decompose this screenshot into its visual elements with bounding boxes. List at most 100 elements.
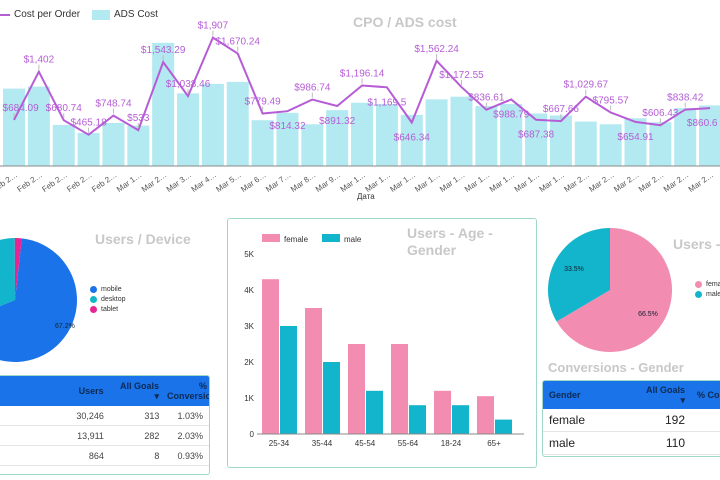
cpo-data-label: $838.42 xyxy=(667,93,704,104)
x-tick-label: Mar 3… xyxy=(165,170,193,194)
pie-percent-label: 67.2% xyxy=(55,323,75,330)
device-pie: 67.2% xyxy=(0,238,77,362)
bar-female xyxy=(348,344,365,434)
col-all-goals[interactable]: All Goals ▾ xyxy=(119,380,159,401)
ads-cost-bar xyxy=(500,104,523,166)
ads-cost-bar xyxy=(599,124,622,166)
y-tick-label: 0 xyxy=(250,430,255,439)
cell-goals: 313 xyxy=(144,410,160,421)
pie-slice-mobile xyxy=(0,238,77,362)
cpo-data-label: $1,543.29 xyxy=(141,45,186,56)
x-tick-label: Mar 1… xyxy=(413,170,441,194)
x-tick-label: Mar 2… xyxy=(587,170,615,194)
gender-title: Users - xyxy=(673,236,720,252)
legend-label: fema xyxy=(706,281,720,288)
table-row[interactable]: male 110 xyxy=(543,432,720,455)
ads-cost-bar xyxy=(27,86,50,166)
legend-dot xyxy=(695,281,702,288)
cell-conv: 1.03% xyxy=(177,410,203,421)
ads-cost-bar xyxy=(177,93,200,166)
x-tick-label: 18-24 xyxy=(441,439,462,448)
x-tick-label: Mar 2… xyxy=(637,170,665,194)
cpo-data-label: $795.57 xyxy=(593,95,630,106)
x-tick-label: Mar 5… xyxy=(214,170,242,194)
cpo-data-label: $684.09 xyxy=(3,103,40,114)
cell-users: 30,246 xyxy=(76,410,104,421)
conversions-gender-title: Conversions - Gender xyxy=(548,360,684,375)
x-tick-label: Mar 8… xyxy=(289,170,317,194)
ads-cost-bar xyxy=(699,105,720,166)
ads-cost-bar xyxy=(52,124,75,166)
ads-cost-bar xyxy=(77,133,100,166)
legend-label: male xyxy=(344,235,362,244)
ads-cost-bar xyxy=(425,99,448,166)
x-tick-label: Feb 2… xyxy=(90,170,118,194)
col-conversions[interactable]: % Co xyxy=(697,390,720,400)
cpo-data-label: $1,196.14 xyxy=(340,68,385,79)
cpo-data-label: $988.79 xyxy=(493,109,530,120)
chart-title: CPO / ADS cost xyxy=(353,14,457,30)
pie-percent-label: 66.5% xyxy=(638,311,658,318)
cpo-data-label: $1,169.5 xyxy=(367,97,406,108)
legend-item: tablet xyxy=(90,306,126,313)
cell-gender: male xyxy=(549,436,576,450)
x-tick-label: Mar 4… xyxy=(190,170,218,194)
table-row[interactable]: female 192 xyxy=(543,409,720,432)
x-tick-label: Mar 1… xyxy=(538,170,566,194)
device-title: Users / Device xyxy=(95,231,191,247)
bar-male xyxy=(495,419,512,434)
ads-cost-bar xyxy=(375,104,398,166)
col-conversions[interactable]: % Conversions xyxy=(167,381,209,401)
cpo-data-label: $1,907 xyxy=(198,21,229,32)
ads-cost-bar xyxy=(450,96,473,166)
legend-item: mobile xyxy=(90,286,126,293)
bar-female xyxy=(305,308,322,434)
table-row[interactable]: 13,911 282 2.03% xyxy=(0,426,209,446)
y-tick-label: 4K xyxy=(244,286,254,295)
x-tick-label: Mar 2… xyxy=(140,170,168,194)
bar-swatch xyxy=(92,9,110,20)
y-tick-label: 3K xyxy=(244,322,254,331)
ads-cost-bar xyxy=(574,121,597,166)
cell-users: 13,911 xyxy=(77,430,104,441)
cpo-data-label: $606.43 xyxy=(642,108,679,119)
cpo-data-label: $667.66 xyxy=(543,104,580,115)
ads-cost-bar xyxy=(549,115,572,166)
legend-dot xyxy=(695,291,702,298)
pie-slice-male xyxy=(548,228,610,322)
cpo-data-label: $814.32 xyxy=(269,121,306,132)
pie-percent-label: 33.5% xyxy=(564,266,584,273)
bar-male xyxy=(280,326,297,434)
ads-cost-bar xyxy=(102,122,125,166)
legend-label: Cost per Order xyxy=(14,9,81,20)
col-users[interactable]: Users xyxy=(78,386,104,396)
gender-table: Gender All Goals ▾ % Co female 192 male 110 xyxy=(542,380,720,457)
x-tick-label: Mar 2… xyxy=(612,170,640,194)
y-tick-label: 5K xyxy=(244,250,254,259)
bar-female xyxy=(434,390,451,434)
col-all-goals[interactable]: All Goals ▾ xyxy=(645,384,685,405)
cpo-line xyxy=(13,36,711,136)
x-tick-label: 35-44 xyxy=(312,439,333,448)
x-tick-label: Mar 2… xyxy=(662,170,690,194)
legend-item: fema xyxy=(695,281,720,288)
x-tick-label: Mar 7… xyxy=(264,170,292,194)
cpo-data-label: $1,172.55 xyxy=(439,70,484,81)
cpo-data-label: $836.61 xyxy=(468,93,505,104)
table-row[interactable]: 864 8 0.93% xyxy=(0,446,209,466)
cpo-data-label: $986.74 xyxy=(294,83,331,94)
cpo-data-label: $646.34 xyxy=(394,133,431,144)
pie-slice-fema xyxy=(556,228,672,352)
legend-swatch xyxy=(322,234,340,242)
x-tick-label: Mar 2… xyxy=(562,170,590,194)
x-tick-label: Mar 1… xyxy=(388,170,416,194)
legend-label: ADS Cost xyxy=(114,9,158,20)
x-tick-label: Mar 1… xyxy=(438,170,466,194)
ads-cost-bar xyxy=(201,83,224,166)
col-gender[interactable]: Gender xyxy=(549,390,581,400)
table-row[interactable]: 30,246 313 1.03% xyxy=(0,406,209,426)
x-tick-label: Mar 1… xyxy=(488,170,516,194)
ads-cost-bar xyxy=(251,120,274,166)
ads-cost-bar xyxy=(475,106,498,166)
x-tick-label: Feb 2… xyxy=(40,170,68,194)
